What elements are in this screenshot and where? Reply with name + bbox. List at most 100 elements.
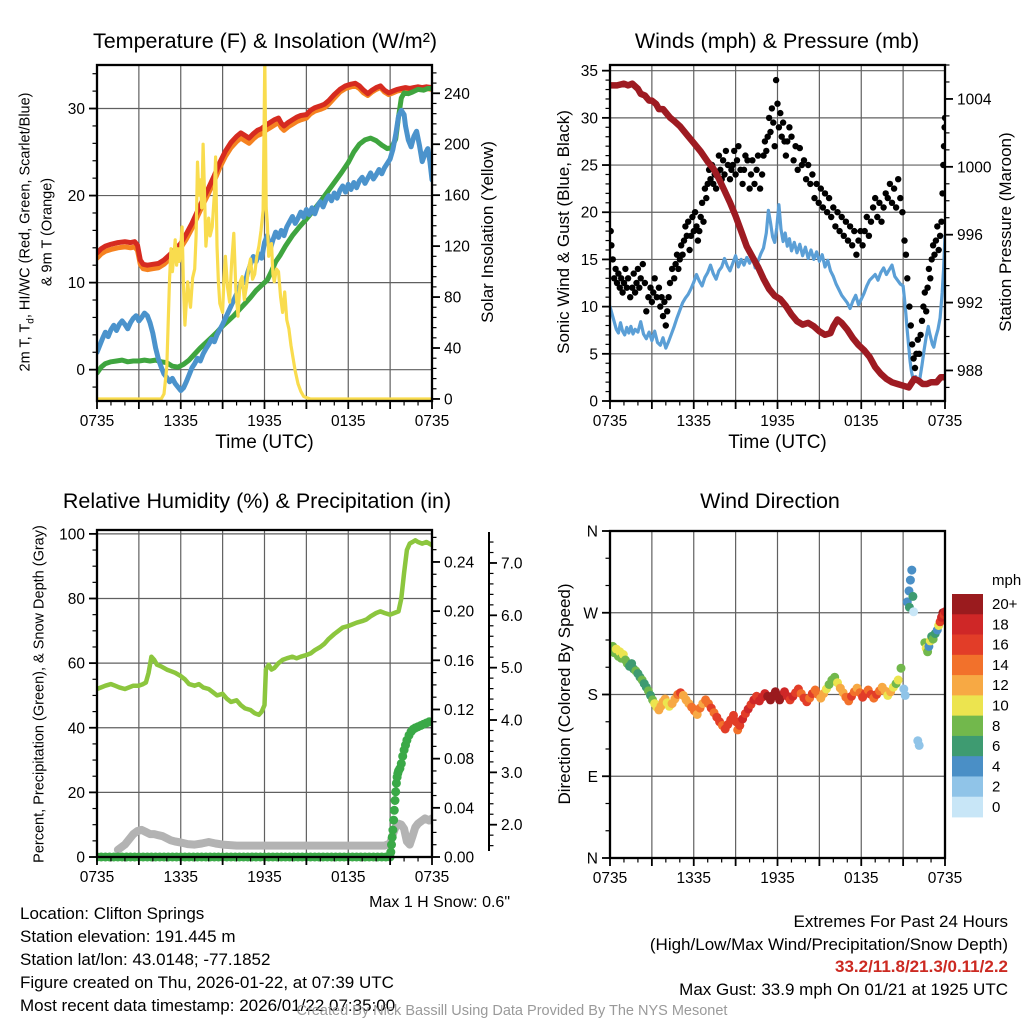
svg-text:0135: 0135 — [844, 870, 878, 887]
svg-text:25: 25 — [581, 158, 598, 175]
svg-text:0735: 0735 — [80, 413, 114, 430]
svg-text:0.24: 0.24 — [444, 554, 475, 571]
extremes-subheading: (High/Low/Max Wind/Precipitation/Snow De… — [649, 934, 1008, 954]
svg-text:0.04: 0.04 — [444, 800, 475, 817]
svg-text:20: 20 — [68, 188, 86, 205]
chart-title-winds-pressure: Winds (mph) & Pressure (mb) — [634, 29, 920, 53]
svg-text:1000: 1000 — [957, 159, 992, 176]
svg-text:0735: 0735 — [928, 870, 962, 887]
station-info: Location: Clifton Springs Station elevat… — [20, 902, 395, 1017]
svg-text:0.08: 0.08 — [444, 751, 474, 768]
svg-text:996: 996 — [957, 227, 983, 244]
svg-text:15: 15 — [581, 252, 598, 269]
svg-text:0135: 0135 — [844, 413, 878, 430]
svg-text:4: 4 — [992, 758, 1000, 775]
svg-text:W: W — [583, 605, 598, 622]
svg-text:0.12: 0.12 — [444, 702, 474, 719]
svg-text:1335: 1335 — [164, 869, 198, 886]
svg-text:mph: mph — [992, 572, 1021, 589]
svg-text:40: 40 — [68, 720, 86, 737]
svg-text:0735: 0735 — [593, 413, 627, 430]
svg-text:10: 10 — [581, 299, 599, 316]
svg-text:16: 16 — [992, 637, 1009, 654]
svg-text:14: 14 — [992, 657, 1009, 674]
svg-text:7.0: 7.0 — [501, 555, 523, 572]
svg-text:5.0: 5.0 — [501, 660, 523, 677]
svg-text:30: 30 — [68, 101, 86, 118]
svg-text:20: 20 — [581, 205, 599, 222]
svg-text:1935: 1935 — [760, 413, 794, 430]
svg-text:S: S — [588, 687, 598, 704]
svg-text:240: 240 — [444, 86, 470, 103]
chart-title-humidity-precip: Relative Humidity (%) & Precipitation (i… — [62, 489, 452, 513]
svg-text:0: 0 — [76, 850, 85, 867]
figure-created: Figure created on Thu, 2026-01-22, at 07… — [20, 973, 394, 992]
svg-text:0.00: 0.00 — [444, 850, 475, 867]
svg-text:E: E — [588, 769, 598, 786]
svg-text:120: 120 — [444, 239, 470, 256]
svg-text:5: 5 — [589, 346, 598, 363]
winds-x-axis-label: Time (UTC) — [728, 432, 827, 453]
station-latlon: Station lat/lon: 43.0148; -77.1852 — [20, 950, 271, 969]
extremes-heading: Extremes For Past 24 Hours — [793, 912, 1008, 931]
svg-text:2: 2 — [992, 779, 1000, 796]
svg-text:1935: 1935 — [247, 413, 281, 430]
svg-text:20: 20 — [68, 785, 86, 802]
svg-text:160: 160 — [444, 188, 470, 205]
svg-text:1335: 1335 — [164, 413, 198, 430]
svg-text:20+: 20+ — [992, 596, 1018, 613]
max-snow-note: Max 1 H Snow: 0.6" — [369, 894, 510, 911]
svg-text:0.20: 0.20 — [444, 604, 475, 621]
svg-text:0: 0 — [589, 394, 598, 411]
humidity-precipitation-chart: 0735 1335 1935 0135 0735 0 20 40 60 80 100 0.00 0.04… — [59, 526, 523, 886]
svg-text:0735: 0735 — [928, 413, 962, 430]
credit-line: Created By Nick Bassill Using Data Provi… — [296, 1003, 728, 1019]
temperature-insolation-chart: 0735 1335 1935 0135 0735 0 10 20 30 0 40 80 120 160 20… — [68, 63, 470, 430]
wind-direction-chart: 0735 1335 1935 0135 0735 N E S W N 20+ 18 16 14 12 10 8 6… — [583, 524, 1021, 888]
svg-text:1335: 1335 — [677, 413, 711, 430]
svg-text:35: 35 — [581, 63, 598, 80]
svg-text:0735: 0735 — [415, 413, 449, 430]
svg-text:10: 10 — [992, 698, 1009, 715]
temperature-x-axis-label: Time (UTC) — [215, 432, 314, 453]
svg-text:1935: 1935 — [760, 870, 794, 887]
svg-text:8: 8 — [992, 718, 1000, 735]
svg-text:1004: 1004 — [957, 91, 992, 108]
svg-text:0: 0 — [444, 391, 453, 408]
svg-text:0.16: 0.16 — [444, 653, 474, 670]
svg-text:3.0: 3.0 — [501, 765, 523, 782]
svg-text:2.0: 2.0 — [501, 817, 523, 834]
svg-text:12: 12 — [992, 677, 1009, 694]
svg-text:30: 30 — [581, 110, 599, 127]
chart-title-temperature: Temperature (F) & Insolation (W/m²) — [92, 29, 438, 53]
svg-text:60: 60 — [68, 656, 86, 673]
svg-text:0135: 0135 — [331, 869, 365, 886]
svg-text:200: 200 — [444, 137, 470, 154]
svg-text:N: N — [587, 851, 598, 868]
svg-text:0: 0 — [76, 362, 85, 379]
svg-text:40: 40 — [444, 341, 462, 358]
svg-text:80: 80 — [68, 591, 86, 608]
svg-text:0735: 0735 — [593, 870, 627, 887]
svg-text:18: 18 — [992, 616, 1009, 633]
svg-text:100: 100 — [59, 526, 85, 543]
svg-text:0135: 0135 — [331, 413, 365, 430]
data-timestamp: Most recent data timestamp: 2026/01/22 0… — [20, 996, 396, 1015]
svg-text:4.0: 4.0 — [501, 713, 523, 730]
svg-text:80: 80 — [444, 290, 462, 307]
svg-text:10: 10 — [68, 275, 86, 292]
svg-text:992: 992 — [957, 295, 983, 312]
svg-text:0: 0 — [992, 799, 1000, 816]
svg-text:6.0: 6.0 — [501, 608, 523, 625]
max-gust: Max Gust: 33.9 mph On 01/21 at 1925 UTC — [679, 979, 1008, 999]
chart-title-wind-direction: Wind Direction — [700, 489, 840, 513]
extremes-info: Extremes For Past 24 Hours (High/Low/Max… — [580, 911, 1008, 1001]
svg-text:1935: 1935 — [247, 869, 281, 886]
extremes-values: 33.2/11.8/21.3/0.11/2.2 — [835, 957, 1008, 976]
svg-text:0735: 0735 — [415, 869, 449, 886]
svg-text:0735: 0735 — [80, 869, 114, 886]
svg-text:1335: 1335 — [677, 870, 711, 887]
winds-pressure-chart: 0735 1335 1935 0135 0735 0 5 10 15 20 25 30 35 988 992… — [581, 63, 992, 430]
svg-text:988: 988 — [957, 363, 983, 380]
